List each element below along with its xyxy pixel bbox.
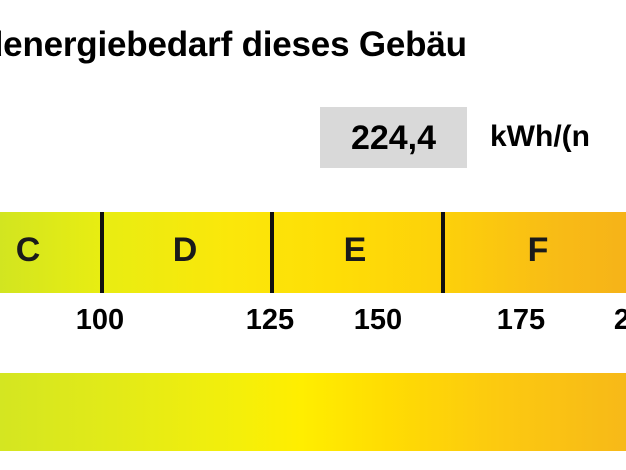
band-tick-1 (270, 212, 274, 293)
scale-number-2: 2 (613, 304, 626, 336)
scale-number-125: 125 (245, 304, 295, 336)
energy-gradient-bar (0, 373, 626, 451)
energy-class-letter-f: F (527, 231, 549, 269)
energy-class-letter-d: D (172, 231, 198, 269)
page-title: denergiebedarf dieses Gebäu (0, 25, 467, 64)
energy-class-band: C D E F (0, 212, 626, 293)
energy-class-letter-e: E (343, 231, 367, 269)
energy-value-text: 224,4 (350, 118, 437, 157)
energy-value-box: 224,4 (320, 107, 467, 168)
energy-value-unit: kWh/(n (490, 120, 590, 153)
scale-number-150: 150 (353, 304, 403, 336)
title-row: denergiebedarf dieses Gebäu (0, 22, 626, 68)
band-tick-0 (100, 212, 104, 293)
band-tick-2 (441, 212, 445, 293)
scale-number-100: 100 (75, 304, 125, 336)
energy-class-letter-c: C (15, 231, 41, 269)
energy-scale-numbers: 100 125 150 175 2 (0, 300, 626, 346)
energy-value-row: 224,4 kWh/(n (0, 104, 626, 170)
scale-number-175: 175 (496, 304, 546, 336)
